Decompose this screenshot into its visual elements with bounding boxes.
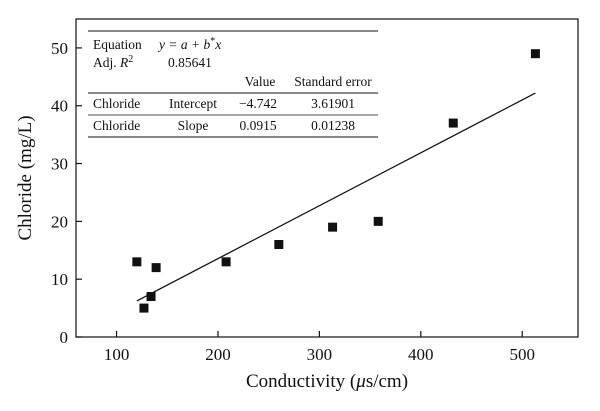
data-point xyxy=(373,216,383,226)
x-axis-title: Conductivity (μs/cm) xyxy=(246,371,408,392)
x-tick-label: 200 xyxy=(205,345,231,364)
row1-param: Intercept xyxy=(169,96,217,111)
x-axis-ticks: 100 200 300 400 500 xyxy=(104,331,535,364)
row2-param: Slope xyxy=(178,118,209,133)
equation-label: Equation xyxy=(93,37,142,52)
row2-stderr: 0.01238 xyxy=(311,118,355,133)
row1-value: −4.742 xyxy=(239,96,277,111)
data-point xyxy=(274,239,284,249)
equation-text: y = a + b*x xyxy=(157,36,221,52)
data-point xyxy=(139,303,149,313)
row1-stderr: 3.61901 xyxy=(311,96,355,111)
y-tick-label: 50 xyxy=(51,39,68,58)
y-tick-label: 20 xyxy=(51,212,68,231)
regression-line-group xyxy=(136,92,536,302)
x-tick-label: 100 xyxy=(104,345,130,364)
x-tick-label: 500 xyxy=(509,345,535,364)
x-tick-label: 400 xyxy=(408,345,434,364)
data-point xyxy=(146,292,156,302)
x-tick-label: 300 xyxy=(307,345,333,364)
y-tick-label: 40 xyxy=(51,97,68,116)
data-point xyxy=(448,118,458,128)
col-header-stderr: Standard error xyxy=(294,74,372,89)
adj-r2-label: Adj. R2 xyxy=(93,54,133,70)
data-points xyxy=(132,49,540,313)
row2-name: Chloride xyxy=(93,118,140,133)
row2-value: 0.0915 xyxy=(239,118,276,133)
y-tick-label: 10 xyxy=(51,270,68,289)
y-tick-label: 0 xyxy=(60,328,69,347)
data-point xyxy=(132,257,142,267)
data-point xyxy=(221,257,231,267)
y-axis-ticks: 0 10 20 30 40 50 xyxy=(51,39,82,347)
fit-statistics-table: Equation y = a + b*x Adj. R2 0.85641 Val… xyxy=(88,30,378,138)
data-point xyxy=(530,49,540,59)
data-point xyxy=(151,263,161,273)
row1-name: Chloride xyxy=(93,96,140,111)
col-header-value: Value xyxy=(245,74,276,89)
regression-line xyxy=(136,92,536,302)
data-point xyxy=(328,222,338,232)
adj-r2-value: 0.85641 xyxy=(168,55,212,70)
y-tick-label: 30 xyxy=(51,155,68,174)
y-axis-title: Chloride (mg/L) xyxy=(15,115,36,240)
plot-frame xyxy=(75,18,579,338)
